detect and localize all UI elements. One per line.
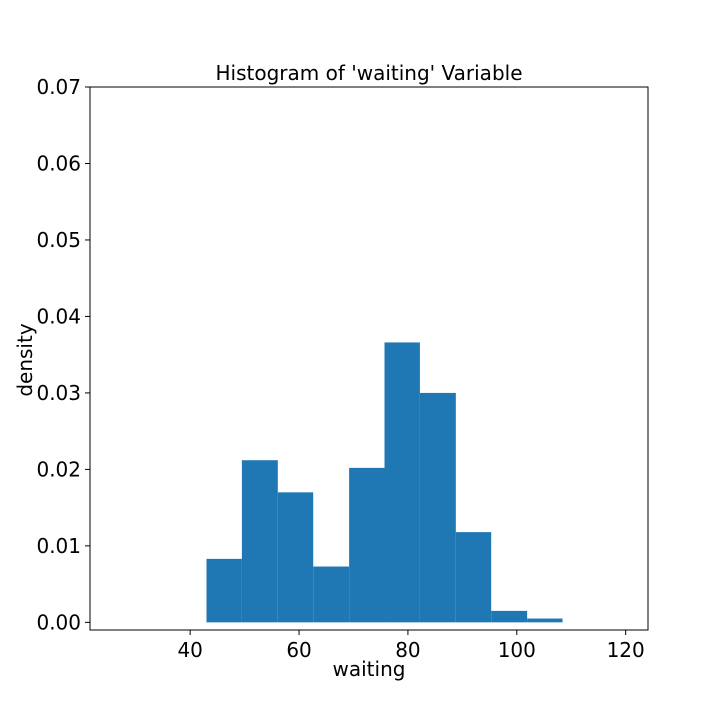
y-axis: 0.00 0.01 0.02 0.03 0.04 0.05 0.06 0.07 <box>36 75 90 634</box>
histogram-bar-5 <box>384 342 420 623</box>
y-axis-label: density <box>13 323 37 396</box>
histogram-bar-1 <box>241 460 278 623</box>
histogram-bar-9 <box>527 618 563 623</box>
histogram-bar-3 <box>313 566 350 623</box>
histogram-bar-4 <box>349 467 385 623</box>
x-tick-label: 60 <box>286 638 311 662</box>
plot-frame <box>89 86 649 631</box>
histogram-bar-8 <box>491 610 528 623</box>
x-axis: 40 60 80 100 120 <box>177 630 645 662</box>
y-tick-label: 0.02 <box>36 457 81 481</box>
y-tick-label: 0.07 <box>36 75 81 99</box>
y-tick-label: 0.05 <box>36 228 81 252</box>
x-tick-label: 120 <box>607 638 645 662</box>
histogram-bar-2 <box>277 492 314 623</box>
x-axis-label: waiting <box>333 657 406 681</box>
bars-group <box>206 342 563 623</box>
histogram-bar-7 <box>455 532 492 623</box>
y-tick-label: 0.01 <box>36 534 81 558</box>
y-tick-label: 0.04 <box>36 304 81 328</box>
histogram-bar-0 <box>206 558 242 623</box>
chart-title: Histogram of 'waiting' Variable <box>215 61 522 85</box>
x-tick-label: 100 <box>498 638 536 662</box>
y-tick-label: 0.03 <box>36 381 81 405</box>
y-tick-label: 0.06 <box>36 151 81 175</box>
y-tick-label: 0.00 <box>36 610 81 634</box>
x-tick-label: 40 <box>177 638 202 662</box>
histogram-bar-6 <box>419 392 456 623</box>
x-tick-label: 80 <box>395 638 420 662</box>
